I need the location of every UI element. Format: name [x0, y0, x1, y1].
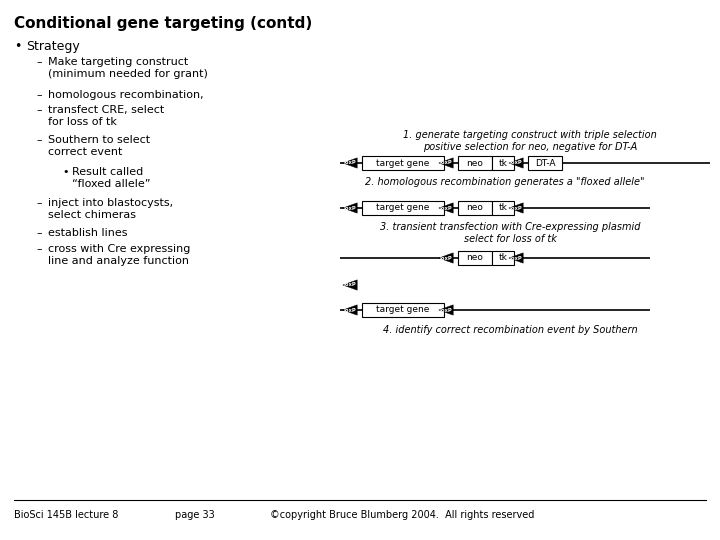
- Bar: [492, 251, 514, 265]
- Bar: [458, 156, 492, 170]
- Text: loxP: loxP: [440, 307, 452, 313]
- Bar: [458, 251, 492, 265]
- Text: tk: tk: [498, 253, 508, 262]
- Bar: [492, 201, 514, 215]
- Text: loxP: loxP: [510, 206, 523, 211]
- Text: ©copyright Bruce Blumberg 2004.  All rights reserved: ©copyright Bruce Blumberg 2004. All righ…: [270, 510, 534, 520]
- Polygon shape: [438, 253, 453, 263]
- Bar: [492, 156, 514, 170]
- Text: 2. homologous recombination generates a "floxed allele": 2. homologous recombination generates a …: [365, 177, 644, 187]
- Bar: [528, 156, 562, 170]
- Polygon shape: [343, 305, 357, 315]
- Polygon shape: [343, 158, 357, 168]
- Text: DT-A: DT-A: [535, 159, 555, 167]
- Text: •: •: [14, 40, 22, 53]
- Text: –: –: [36, 57, 42, 67]
- Text: loxP: loxP: [343, 160, 356, 165]
- Text: tk: tk: [498, 204, 508, 213]
- Text: tk: tk: [498, 159, 508, 167]
- Text: Make targeting construct
(minimum needed for grant): Make targeting construct (minimum needed…: [48, 57, 208, 79]
- Text: •: •: [62, 167, 68, 177]
- Text: loxP: loxP: [440, 206, 452, 211]
- Text: loxP: loxP: [510, 160, 523, 165]
- Text: 3. transient transfection with Cre-expressing plasmid
select for loss of tk: 3. transient transfection with Cre-expre…: [379, 222, 640, 244]
- Text: loxP: loxP: [343, 307, 356, 313]
- Text: Result called
“floxed allele”: Result called “floxed allele”: [72, 167, 150, 188]
- Text: loxP: loxP: [343, 206, 356, 211]
- Text: loxP: loxP: [343, 282, 356, 287]
- Text: BioSci 145B lecture 8: BioSci 145B lecture 8: [14, 510, 118, 520]
- Text: target gene: target gene: [377, 204, 430, 213]
- Text: loxP: loxP: [440, 160, 452, 165]
- Polygon shape: [343, 203, 357, 213]
- Polygon shape: [509, 253, 523, 263]
- Text: Strategy: Strategy: [26, 40, 80, 53]
- Text: homologous recombination,: homologous recombination,: [48, 90, 204, 100]
- Text: cross with Cre expressing
line and analyze function: cross with Cre expressing line and analy…: [48, 244, 190, 266]
- Text: establish lines: establish lines: [48, 228, 127, 238]
- Text: –: –: [36, 105, 42, 115]
- Text: –: –: [36, 90, 42, 100]
- Text: neo: neo: [467, 204, 483, 213]
- Text: neo: neo: [467, 253, 483, 262]
- Text: 1. generate targeting construct with triple selection
positive selection for neo: 1. generate targeting construct with tri…: [403, 130, 657, 152]
- Text: –: –: [36, 198, 42, 208]
- Polygon shape: [343, 280, 357, 290]
- Bar: [458, 201, 492, 215]
- Text: Southern to select
correct event: Southern to select correct event: [48, 135, 150, 157]
- Bar: [362, 303, 444, 317]
- Polygon shape: [509, 158, 523, 168]
- Bar: [362, 156, 444, 170]
- Text: 4. identify correct recombination event by Southern: 4. identify correct recombination event …: [383, 325, 637, 335]
- Text: transfect CRE, select
for loss of tk: transfect CRE, select for loss of tk: [48, 105, 164, 126]
- Polygon shape: [438, 203, 453, 213]
- Text: target gene: target gene: [377, 159, 430, 167]
- Text: Conditional gene targeting (contd): Conditional gene targeting (contd): [14, 16, 312, 31]
- Text: inject into blastocysts,
select chimeras: inject into blastocysts, select chimeras: [48, 198, 173, 220]
- Polygon shape: [438, 158, 453, 168]
- Bar: [362, 201, 444, 215]
- Text: loxP: loxP: [440, 255, 452, 260]
- Text: loxP: loxP: [510, 255, 523, 260]
- Text: neo: neo: [467, 159, 483, 167]
- Text: –: –: [36, 135, 42, 145]
- Text: –: –: [36, 228, 42, 238]
- Polygon shape: [438, 305, 453, 315]
- Polygon shape: [509, 203, 523, 213]
- Text: target gene: target gene: [377, 306, 430, 314]
- Text: page 33: page 33: [175, 510, 215, 520]
- Text: –: –: [36, 244, 42, 254]
